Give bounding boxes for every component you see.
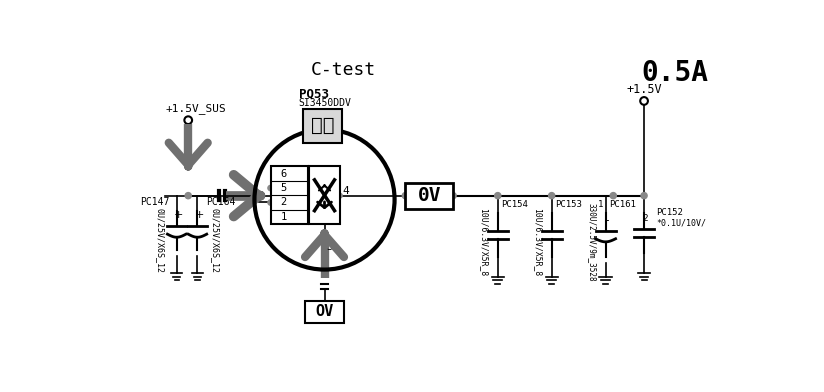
Text: 2: 2 <box>643 214 648 223</box>
Circle shape <box>268 185 274 191</box>
Text: -: - <box>605 214 610 227</box>
Circle shape <box>307 193 311 198</box>
Text: 10U/6.3V/X5R_8: 10U/6.3V/X5R_8 <box>480 208 489 276</box>
Bar <box>309 166 340 224</box>
Text: +: + <box>174 210 183 220</box>
Circle shape <box>494 192 501 199</box>
Text: 4: 4 <box>343 186 349 196</box>
Text: 1: 1 <box>598 200 603 209</box>
Text: PC147: PC147 <box>140 197 170 207</box>
Text: 0V: 0V <box>418 186 441 205</box>
Text: 5: 5 <box>280 183 287 193</box>
Text: PC154: PC154 <box>502 200 528 209</box>
Text: PC164: PC164 <box>206 197 235 207</box>
Text: PC161: PC161 <box>610 200 636 209</box>
Circle shape <box>450 192 456 199</box>
Bar <box>270 166 307 224</box>
Text: 0U/25V/X6S_12: 0U/25V/X6S_12 <box>210 208 219 273</box>
Text: 截止: 截止 <box>311 116 335 135</box>
Bar <box>305 301 344 323</box>
Text: PC153: PC153 <box>555 200 583 209</box>
Text: 0.5A: 0.5A <box>641 58 709 87</box>
Circle shape <box>268 200 274 205</box>
Text: 330U/2.5V/9m_3528: 330U/2.5V/9m_3528 <box>588 203 597 281</box>
Circle shape <box>611 192 616 199</box>
Text: *0.1U/10V/: *0.1U/10V/ <box>657 219 706 228</box>
Text: +1.5V_SUS: +1.5V_SUS <box>166 103 227 114</box>
Text: PC152: PC152 <box>657 208 683 217</box>
Text: +1.5V: +1.5V <box>626 83 662 96</box>
Text: SI3450DDV: SI3450DDV <box>298 98 351 108</box>
Text: OV: OV <box>316 305 334 319</box>
Text: PQ53: PQ53 <box>299 87 330 100</box>
Bar <box>405 183 453 209</box>
Text: 0U/25V/X6S_12: 0U/25V/X6S_12 <box>155 208 164 273</box>
Circle shape <box>402 192 409 199</box>
Text: 2: 2 <box>280 198 287 207</box>
Text: +: + <box>194 210 204 220</box>
Circle shape <box>641 192 647 199</box>
Circle shape <box>185 192 191 199</box>
Text: 3: 3 <box>326 242 332 252</box>
Text: 1: 1 <box>280 212 287 222</box>
Circle shape <box>338 193 342 198</box>
Text: C-test: C-test <box>311 61 377 79</box>
Text: 10U/6.3V/X5R_8: 10U/6.3V/X5R_8 <box>533 208 542 276</box>
Circle shape <box>549 192 555 199</box>
Text: 6: 6 <box>280 169 287 179</box>
